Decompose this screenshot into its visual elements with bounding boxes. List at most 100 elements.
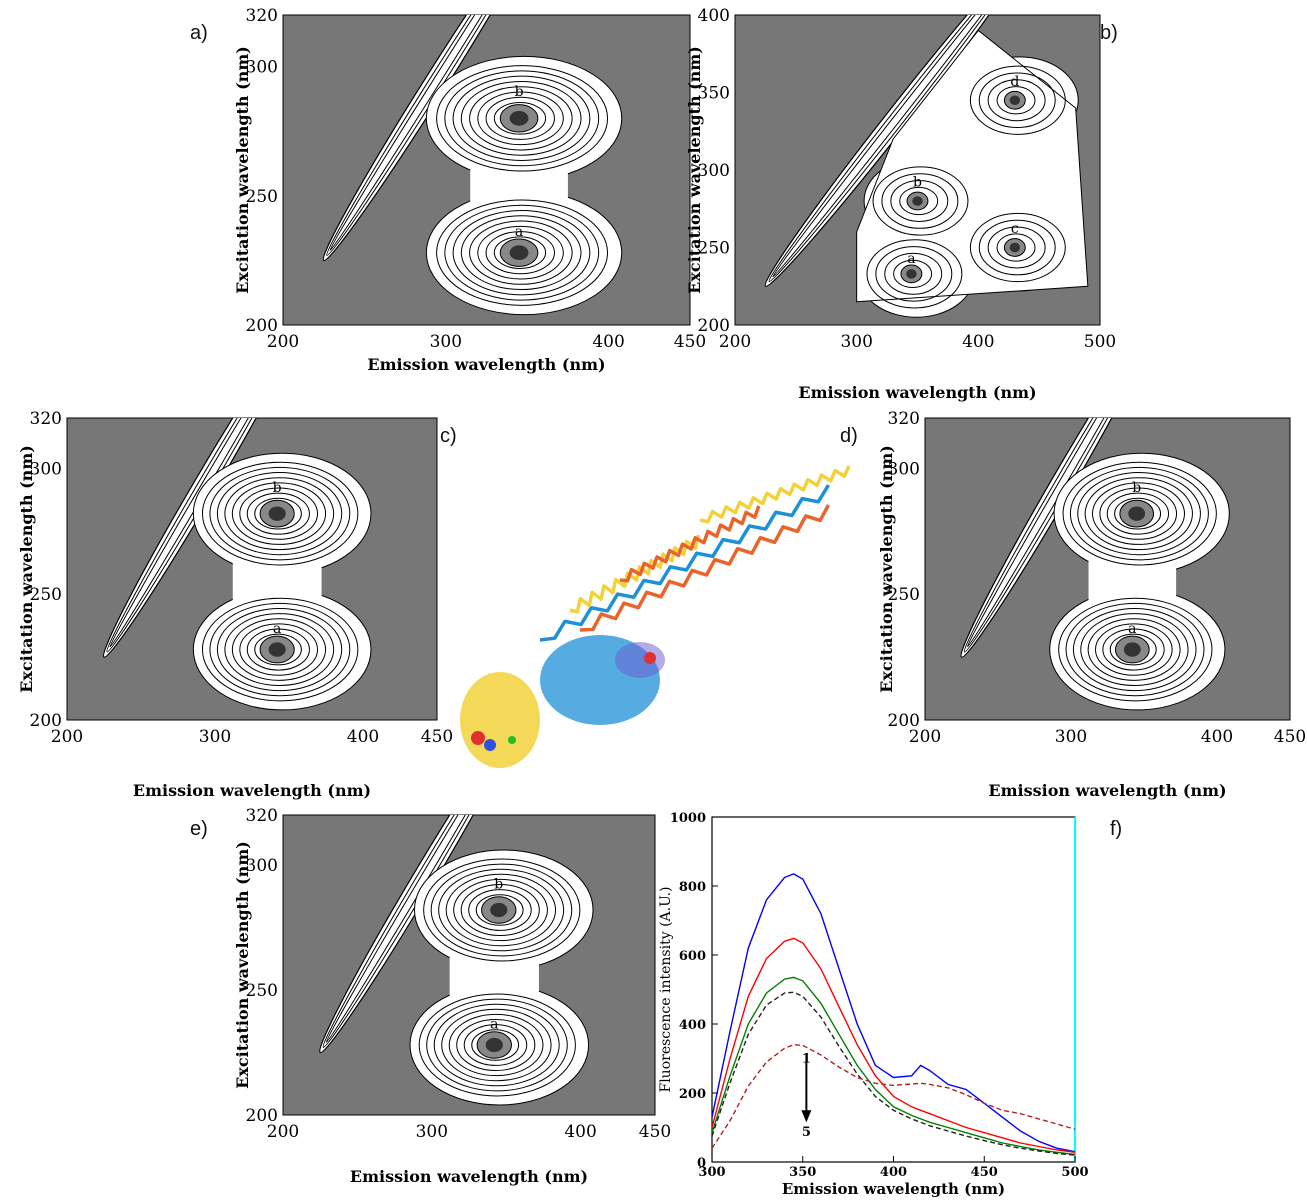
contour-line bbox=[1084, 477, 1193, 551]
contour-line bbox=[1092, 482, 1185, 545]
x-tick-label: 200 bbox=[909, 727, 941, 747]
x-tick-label: 400 bbox=[1201, 727, 1233, 747]
y-tick-label: 200 bbox=[888, 711, 920, 731]
x-tick-label: 200 bbox=[51, 727, 83, 747]
arrow-head bbox=[801, 1110, 812, 1123]
contour-line bbox=[475, 894, 524, 926]
ligand-atom bbox=[471, 731, 485, 745]
y-tick-label: 320 bbox=[888, 409, 920, 429]
x-tick-label: 300 bbox=[199, 727, 231, 747]
panel-letter-d: d) bbox=[840, 425, 858, 447]
x-axis-label: Emission wavelength (nm) bbox=[133, 781, 371, 800]
ligand-atom bbox=[508, 736, 516, 744]
x-tick-label: 200 bbox=[267, 332, 299, 352]
contour-peak-core bbox=[268, 506, 286, 521]
x-tick-label: 400 bbox=[962, 332, 994, 352]
contour-line bbox=[239, 487, 319, 540]
contour-line bbox=[254, 633, 302, 666]
contour-line bbox=[978, 219, 1056, 276]
x-tick-label: 450 bbox=[1274, 727, 1306, 747]
x-tick-label: 200 bbox=[719, 332, 751, 352]
contour-line bbox=[441, 1008, 552, 1082]
y-tick-label: 200 bbox=[30, 711, 62, 731]
contour-line bbox=[978, 72, 1056, 129]
x-tick-label: 350 bbox=[789, 1165, 816, 1180]
contour-line bbox=[246, 628, 310, 671]
peak-label: d bbox=[1010, 74, 1019, 90]
contour-line bbox=[969, 212, 1066, 283]
y-tick-label: 200 bbox=[246, 1106, 278, 1126]
contour-line bbox=[216, 472, 343, 556]
x-axis-label: Emission wavelength (nm) bbox=[782, 1180, 1005, 1198]
contour-line bbox=[448, 1013, 544, 1077]
contour-line bbox=[1109, 633, 1157, 666]
contour-line bbox=[1102, 628, 1165, 671]
contour-line bbox=[436, 199, 609, 306]
contour-line bbox=[452, 210, 591, 296]
domain-yellow bbox=[460, 672, 540, 768]
contour-line bbox=[460, 884, 540, 936]
contour-line bbox=[1094, 623, 1173, 676]
contour-line bbox=[1099, 487, 1178, 540]
x-axis-label: Emission wavelength (nm) bbox=[367, 355, 605, 374]
x-tick-label: 200 bbox=[267, 1122, 299, 1142]
contour-line bbox=[1077, 472, 1201, 556]
contour-line bbox=[471, 1029, 520, 1061]
contour-peak-core bbox=[1128, 506, 1146, 521]
ligand-atom bbox=[644, 652, 656, 664]
scatter-contour bbox=[772, 15, 1021, 278]
contour-line bbox=[423, 858, 581, 962]
contour-peak-core bbox=[490, 902, 508, 918]
contour-line bbox=[452, 75, 591, 161]
series-line-5 bbox=[711, 1043, 1076, 1149]
series-line-3 bbox=[711, 976, 1076, 1156]
contour-line bbox=[493, 102, 547, 135]
contour-line bbox=[881, 173, 959, 229]
contour-line bbox=[254, 497, 302, 530]
contour-region bbox=[856, 29, 1089, 303]
helix bbox=[579, 504, 831, 632]
contour-line bbox=[1087, 618, 1181, 681]
y-tick-label: 320 bbox=[246, 806, 278, 826]
peak-label: c bbox=[1011, 221, 1019, 237]
series-line-2 bbox=[711, 937, 1076, 1153]
contour-line bbox=[1069, 466, 1209, 561]
x-axis-label: Emission wavelength (nm) bbox=[798, 383, 1036, 402]
y-tick-label: 250 bbox=[698, 239, 730, 259]
contour-line bbox=[884, 252, 943, 295]
contour-line bbox=[893, 259, 933, 288]
y-tick-label: 250 bbox=[30, 585, 62, 605]
panel-letter-e: e) bbox=[190, 818, 208, 840]
y-tick-label: 350 bbox=[698, 84, 730, 104]
series-line-4 bbox=[711, 991, 1076, 1156]
contour-line bbox=[872, 166, 969, 236]
y-axis-label: Excitation wavelength (nm) bbox=[233, 46, 252, 294]
y-tick-label: 800 bbox=[679, 880, 706, 895]
scatter-contour bbox=[329, 15, 538, 251]
contour-line bbox=[209, 602, 351, 697]
contour-line bbox=[875, 246, 953, 302]
x-axis-label: Emission wavelength (nm) bbox=[988, 781, 1226, 800]
y-axis-label: Fluorescence intensity (A.U.) bbox=[658, 886, 674, 1092]
y-tick-label: 400 bbox=[698, 6, 730, 26]
contour-line bbox=[201, 597, 359, 702]
y-tick-label: 300 bbox=[246, 856, 278, 876]
contour-line bbox=[224, 477, 335, 551]
peak-label: a bbox=[515, 224, 523, 240]
contour-line bbox=[1058, 597, 1213, 702]
x-tick-label: 300 bbox=[840, 332, 872, 352]
protein-structure-image bbox=[460, 465, 851, 768]
contour-line bbox=[444, 70, 600, 167]
contour-line bbox=[899, 186, 939, 216]
peak-label: b bbox=[515, 84, 524, 100]
y-tick-label: 250 bbox=[246, 187, 278, 207]
contour-line bbox=[469, 220, 573, 285]
plot-area: a b c d bbox=[764, 15, 1089, 318]
y-tick-label: 320 bbox=[30, 409, 62, 429]
x-tick-label: 450 bbox=[971, 1165, 998, 1180]
contour-line bbox=[477, 91, 564, 146]
x-tick-label: 450 bbox=[639, 1122, 671, 1142]
contour-line bbox=[996, 86, 1036, 115]
